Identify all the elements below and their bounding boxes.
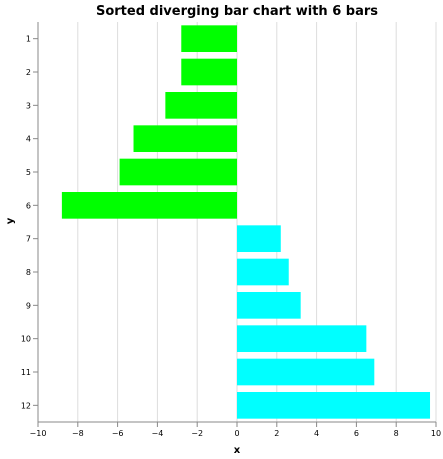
- y-tick-label: 3: [26, 101, 31, 110]
- bar-7: [237, 225, 281, 252]
- x-tick-label: 8: [394, 429, 399, 438]
- x-tick-label: −4: [152, 429, 164, 438]
- y-tick-label: 7: [26, 235, 31, 244]
- x-tick-label: −6: [112, 429, 124, 438]
- y-tick-label: 5: [26, 168, 31, 177]
- y-tick-label: 10: [21, 335, 31, 344]
- bar-4: [133, 125, 237, 152]
- x-axis-ticks: −10 −8 −6 −4 −2 0 2 4 6 8 10: [30, 422, 441, 438]
- bar-5: [119, 158, 237, 186]
- y-tick-label: 1: [26, 35, 31, 44]
- y-tick-label: 12: [21, 401, 31, 410]
- y-tick-label: 2: [26, 68, 31, 77]
- x-tick-label: 2: [274, 429, 279, 438]
- bar-6: [61, 192, 237, 219]
- bar-2: [181, 58, 237, 86]
- gridlines: [37, 22, 437, 422]
- x-tick-label: −10: [30, 429, 47, 438]
- y-tick-label: 4: [26, 135, 31, 144]
- y-tick-label: 8: [26, 268, 31, 277]
- y-tick-label: 6: [26, 201, 31, 210]
- x-tick-label: 10: [431, 429, 441, 438]
- chart-title: Sorted diverging bar chart with 6 bars: [96, 4, 378, 19]
- x-axis-title: x: [234, 445, 241, 456]
- bar-9: [237, 292, 301, 319]
- bar-11: [237, 358, 375, 386]
- bar-12: [237, 392, 431, 419]
- x-tick-label: 4: [314, 429, 319, 438]
- bar-3: [165, 92, 237, 119]
- x-tick-label: 0: [234, 429, 239, 438]
- bar-10: [237, 325, 367, 352]
- bar-1: [181, 25, 237, 52]
- x-tick-label: −8: [72, 429, 84, 438]
- y-tick-label: 11: [21, 368, 31, 377]
- bar-8: [237, 258, 289, 286]
- x-tick-label: −2: [191, 429, 203, 438]
- bars: [61, 25, 431, 419]
- x-tick-label: 6: [354, 429, 359, 438]
- y-tick-label: 9: [26, 301, 31, 310]
- y-axis-title: y: [5, 217, 16, 224]
